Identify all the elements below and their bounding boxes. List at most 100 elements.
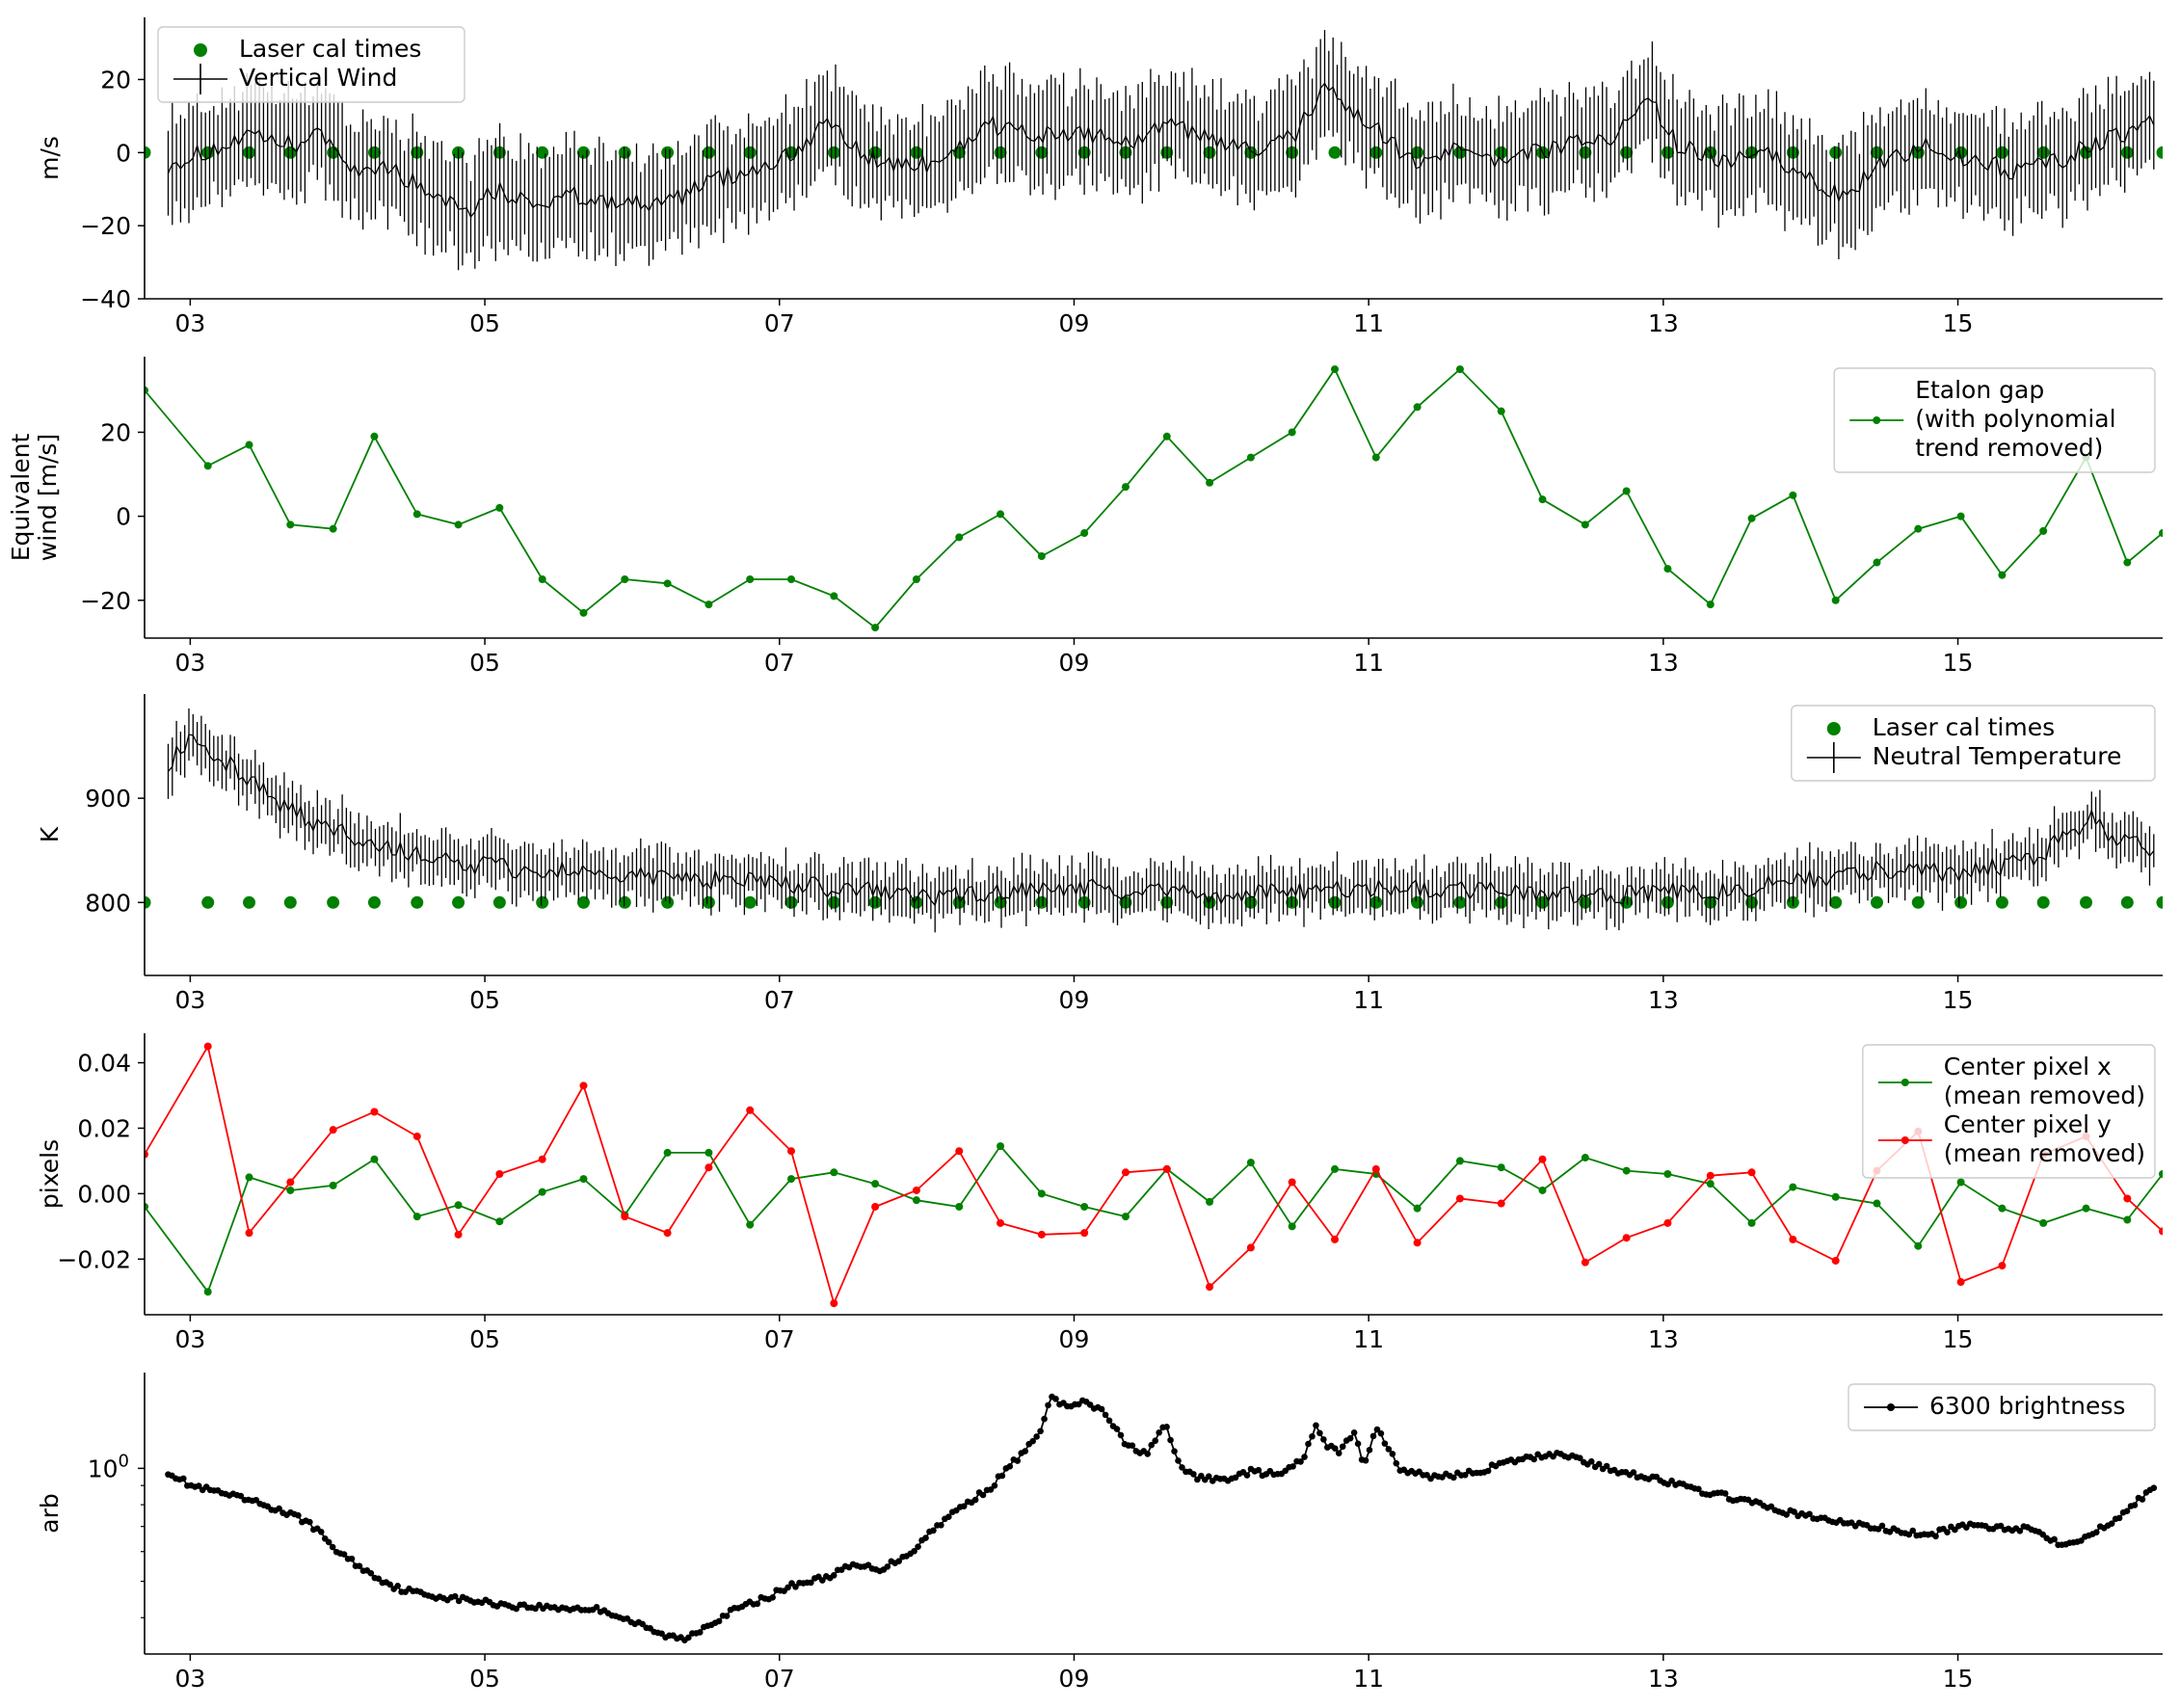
laser-cal-point [702,146,715,159]
data-point [945,1513,952,1520]
laser-cal-point [452,895,465,909]
panel-4: 03 05 07 09 11 13 15 −0.02 0.00 0.02 0.04 pixels Cen… [36,1033,2163,1353]
data-point [412,1213,421,1221]
data-point [979,1491,987,1499]
data-point [1162,432,1171,440]
data-point [830,1299,838,1308]
data-point [1052,1395,1059,1402]
data-point [997,510,1005,519]
data-point [1288,428,1296,437]
y-tick-label: 0.02 [77,1114,131,1142]
data-point [912,574,920,583]
data-point [2159,529,2163,538]
data-point [245,1229,253,1238]
data-point [1243,1472,1251,1479]
series-neutral-temperature-line [168,734,2155,907]
data-point [1721,1490,1729,1497]
laser-cal-point [827,146,840,159]
laser-cal-point [868,895,882,909]
x-tick-label: 09 [1059,1325,1090,1353]
x-tick-label: 03 [174,986,205,1014]
y-tick-label: 900 [85,785,131,813]
data-point [922,1535,929,1541]
data-point [1413,403,1422,412]
data-point [579,1175,588,1184]
laser-cal-point [283,146,297,159]
laser-cal-point [1369,895,1383,909]
data-point [871,1180,880,1188]
data-point [2159,1227,2163,1236]
data-point [245,1173,253,1182]
panel-2: 03 05 07 09 11 13 15 −20 0 20 Equivalent wind [m/s]… [7,357,2163,677]
x-tick-label: 09 [1059,309,1090,337]
data-point [329,1181,337,1189]
data-point [1037,1230,1046,1239]
data-point [1350,1429,1358,1436]
data-point [1393,1459,1400,1467]
legend-label: (mean removed) [1944,1081,2145,1109]
data-point [991,1482,998,1489]
legend-label: Etalon gap [1915,376,2044,404]
legend-marker-dot [194,43,207,57]
data-point [1878,1522,1886,1530]
data-point [912,1186,920,1194]
data-point [930,1527,937,1535]
legend-box [1833,367,2156,473]
data-point [871,624,880,632]
laser-cal-point [618,895,631,909]
data-point [1162,1164,1171,1173]
data-point [1366,1447,1373,1454]
x-tick-label: 05 [469,1665,500,1693]
data-point [286,1178,295,1187]
legend-label: Laser cal times [239,35,421,63]
laser-cal-point [743,146,757,159]
legend-marker-dot [1901,1136,1909,1144]
data-point [1246,1243,1255,1252]
data-point [1530,1455,1538,1463]
data-point [325,1538,332,1546]
y-tick-label: −20 [80,212,131,240]
laser-cal-point [243,895,256,909]
data-point [538,574,546,583]
legend-marker-dot [1826,722,1841,735]
data-point [1789,1183,1797,1191]
plot-area [165,1393,2158,1643]
laser-cal-point [1328,895,1342,909]
data-point [663,579,672,588]
data-point [2123,1215,2132,1224]
data-point [1956,512,1965,520]
data-point [2150,1484,2158,1491]
data-point [1538,1155,1547,1163]
y-axis-label: arb [36,1493,64,1533]
legend-label: 6300 brightness [1929,1392,2125,1420]
data-point [705,600,713,609]
data-point [2016,1527,2024,1535]
data-point [1581,1154,1589,1162]
laser-cal-point [1411,895,1424,909]
laser-cal-point [536,895,549,909]
data-point [1335,1450,1343,1457]
data-point [1783,1511,1791,1518]
plot-area [145,1042,2163,1308]
data-point [746,1106,755,1114]
data-point [1037,552,1046,561]
data-point [2051,1535,2058,1543]
legend-marker-dot [1887,1403,1895,1411]
data-point [1497,407,1505,415]
laser-cal-point [145,146,151,159]
data-point [329,1126,337,1134]
laser-cal-point [743,895,757,909]
data-point [579,1081,588,1090]
laser-cal-point [1536,895,1550,909]
x-tick-label: 15 [1943,309,1974,337]
x-tick-label: 09 [1059,1665,1090,1693]
data-point [1831,596,1840,604]
data-point [955,533,964,542]
data-point [830,1168,838,1177]
legend-box [1791,705,2156,782]
data-point [1080,1202,1089,1211]
data-point [1037,1428,1044,1435]
